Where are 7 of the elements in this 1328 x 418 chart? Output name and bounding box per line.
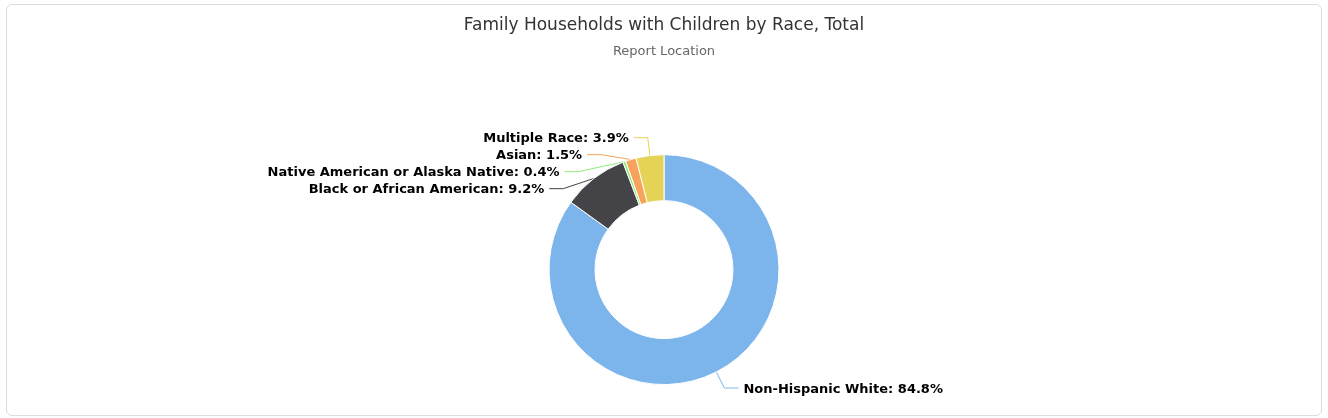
- slice-label: Multiple Race: 3.9%: [483, 130, 629, 146]
- chart-subtitle: Report Location: [612, 43, 716, 58]
- slice-label: Asian: 1.5%: [496, 147, 583, 163]
- slice-label: Non-Hispanic White: 84.8%: [743, 380, 943, 396]
- slice-label: Black or African American: 9.2%: [308, 181, 545, 197]
- chart-title: Family Households with Children by Race, Total: [463, 13, 865, 34]
- slice-label: Native American or Alaska Native: 0.4%: [267, 164, 560, 180]
